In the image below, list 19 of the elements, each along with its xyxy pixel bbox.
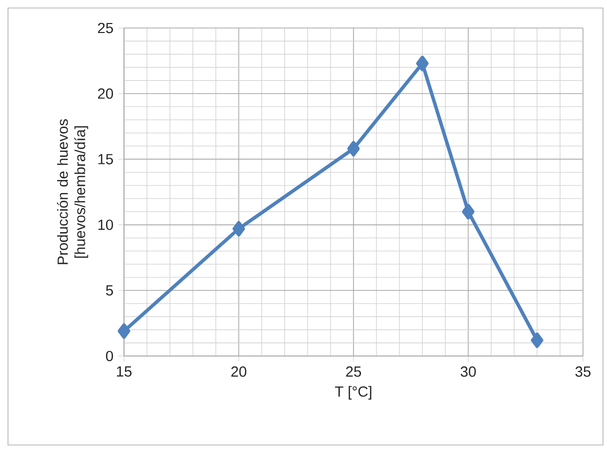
point <box>416 56 429 72</box>
x-tick-label: 35 <box>575 366 591 377</box>
x-tick-label: 30 <box>460 366 476 377</box>
y-tick-label: 15 <box>98 154 113 164</box>
point <box>232 221 245 236</box>
x-tick-label: 25 <box>346 366 362 377</box>
y-tick-label: 25 <box>98 22 113 34</box>
point <box>347 140 360 156</box>
point <box>118 323 130 339</box>
y-axis-title: Producción de huevos [huevos/hembra/día] <box>56 119 88 264</box>
y-tick-label: 20 <box>98 88 114 99</box>
point <box>530 332 544 348</box>
x-tick-label: 15 <box>116 366 132 377</box>
y-tick-label: 5 <box>106 285 113 296</box>
x-tick-label: 20 <box>231 366 246 377</box>
point <box>462 204 474 220</box>
y-tick-label: 10 <box>98 220 114 230</box>
x-axis-title: T [°C] <box>335 386 372 400</box>
y-tick-label: 0 <box>106 350 114 362</box>
